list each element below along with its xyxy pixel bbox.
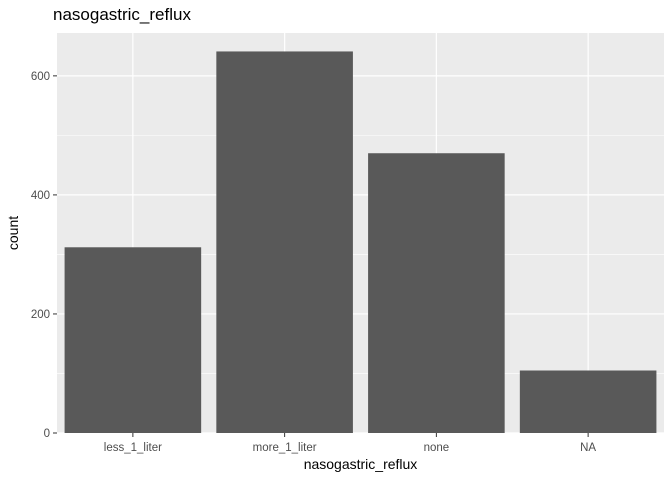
- bar-more-1-liter: [216, 51, 353, 433]
- y-axis-ticks: 0 200 400 600: [31, 71, 57, 440]
- x-tick-label: none: [424, 442, 450, 454]
- bars: [64, 51, 657, 433]
- y-axis-label: count: [5, 216, 21, 250]
- y-tick-label: 0: [44, 428, 50, 440]
- chart-title: nasogastric_reflux: [53, 5, 191, 24]
- bar-na: [519, 370, 657, 433]
- y-tick-label: 200: [31, 309, 50, 321]
- bar-less-1-liter: [64, 247, 202, 433]
- x-tick-label: less_1_liter: [104, 442, 162, 454]
- y-tick-label: 400: [31, 190, 50, 202]
- y-tick-label: 600: [31, 71, 50, 83]
- x-tick-label: NA: [580, 442, 596, 454]
- bar-none: [368, 153, 505, 433]
- x-tick-label: more_1_liter: [253, 442, 317, 454]
- x-axis-label: nasogastric_reflux: [304, 456, 418, 472]
- x-axis-ticks: less_1_liter more_1_liter none NA: [104, 433, 596, 454]
